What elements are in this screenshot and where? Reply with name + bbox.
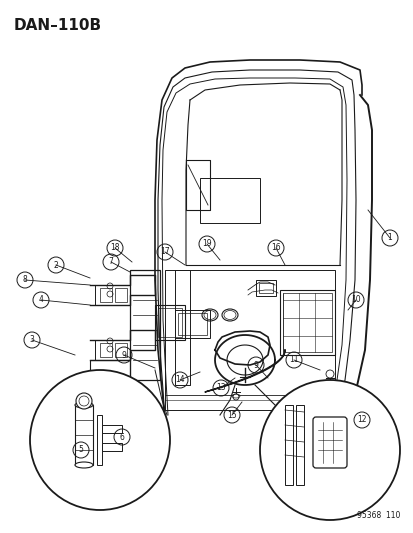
Circle shape	[259, 380, 399, 520]
Bar	[115, 343, 127, 357]
Bar	[279, 290, 334, 355]
Text: 10: 10	[350, 295, 360, 304]
Bar	[100, 343, 112, 357]
Text: 95368  110: 95368 110	[356, 511, 399, 520]
Circle shape	[76, 393, 92, 409]
Text: 14: 14	[175, 376, 184, 384]
Bar	[97, 415, 102, 465]
Text: 8: 8	[23, 276, 27, 285]
Bar	[95, 340, 130, 360]
Text: 3: 3	[29, 335, 34, 344]
Text: 15: 15	[227, 410, 236, 419]
Bar	[154, 305, 185, 340]
Text: 17: 17	[160, 247, 169, 256]
Bar	[130, 270, 159, 380]
FancyBboxPatch shape	[312, 417, 346, 468]
Bar	[90, 360, 130, 380]
Bar	[175, 310, 209, 338]
Ellipse shape	[75, 402, 93, 408]
Text: 5: 5	[78, 446, 83, 455]
Circle shape	[233, 394, 238, 400]
Text: 2: 2	[54, 261, 58, 270]
Text: 18: 18	[110, 244, 119, 253]
Ellipse shape	[75, 462, 93, 468]
Text: 13: 13	[216, 384, 225, 392]
Bar	[100, 288, 112, 302]
Bar	[284, 405, 292, 485]
Bar	[255, 280, 275, 296]
Text: 7: 7	[108, 257, 113, 266]
Bar	[75, 405, 93, 465]
Text: 9: 9	[121, 351, 126, 359]
Text: 4: 4	[38, 295, 43, 304]
Text: 11: 11	[289, 356, 298, 365]
Text: 16: 16	[271, 244, 280, 253]
Circle shape	[325, 370, 333, 378]
Bar	[102, 443, 122, 451]
Text: 6: 6	[119, 432, 124, 441]
Bar	[115, 288, 127, 302]
Bar	[259, 283, 272, 293]
Bar	[178, 313, 206, 335]
Bar	[199, 178, 259, 223]
Circle shape	[30, 370, 170, 510]
Bar	[102, 425, 122, 433]
Text: DAN–110B: DAN–110B	[14, 18, 102, 33]
Bar	[165, 270, 334, 410]
Text: 1: 1	[387, 233, 392, 243]
Bar	[282, 293, 331, 352]
Text: 12: 12	[356, 416, 366, 424]
Text: 19: 19	[202, 239, 211, 248]
Bar	[295, 405, 303, 485]
Text: 9: 9	[253, 360, 258, 369]
Bar	[95, 285, 130, 305]
Bar	[158, 308, 182, 337]
